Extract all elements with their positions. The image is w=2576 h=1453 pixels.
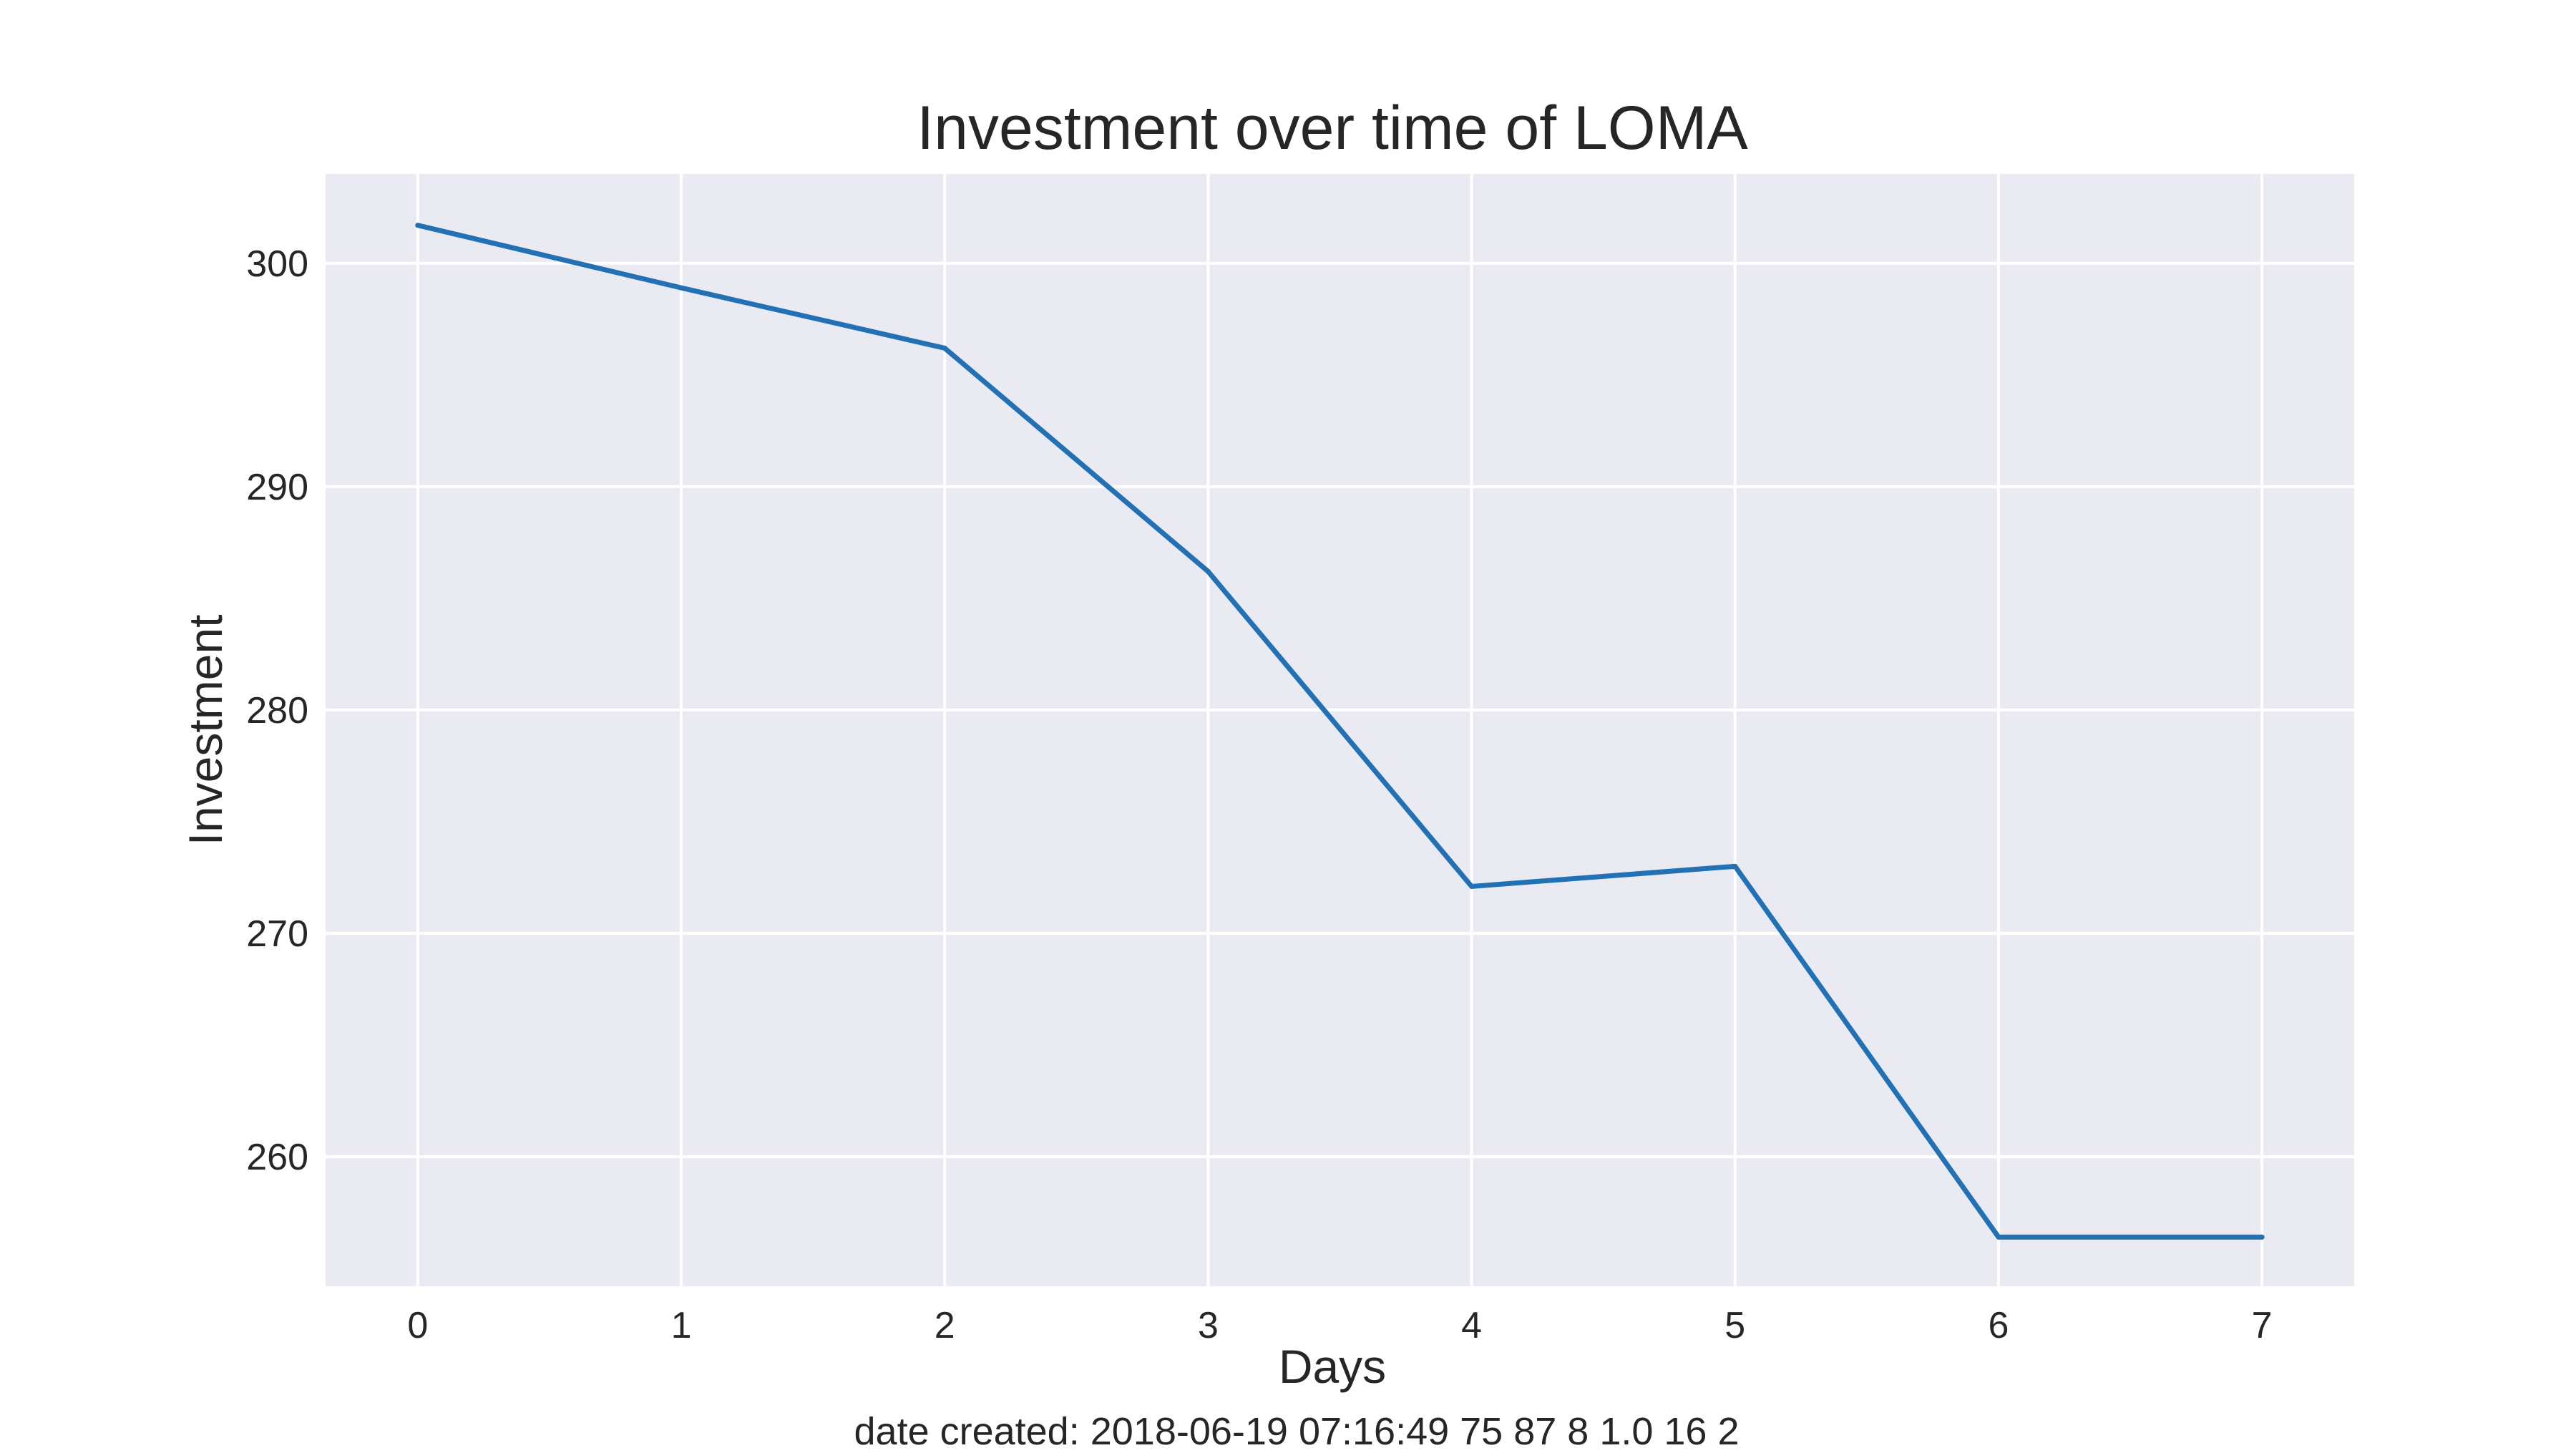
data-point	[1732, 863, 1738, 869]
x-axis-label: Days	[1279, 1340, 1386, 1393]
y-tick-label: 300	[246, 243, 308, 285]
series-lines	[415, 223, 2265, 1240]
tick-labels: 0 1 2 3 4 5 6 7 260 270 280 290 300	[246, 243, 2272, 1346]
y-axis-label: Investment	[179, 615, 232, 846]
x-tick-label: 5	[1724, 1305, 1745, 1346]
data-point	[415, 223, 421, 228]
data-point	[1205, 568, 1211, 574]
data-point	[678, 285, 684, 291]
grid-lines	[326, 174, 2354, 1286]
x-tick-label: 6	[1988, 1305, 2009, 1346]
y-tick-label: 260	[246, 1137, 308, 1178]
y-tick-label: 270	[246, 913, 308, 955]
date-created-footnote: date created: 2018-06-19 07:16:49 75 87 …	[854, 1410, 1740, 1449]
x-tick-label: 7	[2252, 1305, 2273, 1346]
y-tick-label: 280	[246, 690, 308, 732]
x-tick-label: 2	[935, 1305, 955, 1346]
series-line-0	[415, 223, 2265, 1240]
x-tick-label: 3	[1198, 1305, 1219, 1346]
data-point	[1469, 883, 1475, 889]
data-point	[2259, 1234, 2265, 1240]
data-point	[942, 345, 947, 351]
x-tick-label: 0	[407, 1305, 428, 1346]
x-tick-label: 1	[671, 1305, 692, 1346]
chart-title: Investment over time of LOMA	[917, 94, 1748, 162]
data-point	[1996, 1234, 2001, 1240]
x-tick-label: 4	[1461, 1305, 1482, 1346]
y-tick-label: 290	[246, 467, 308, 508]
